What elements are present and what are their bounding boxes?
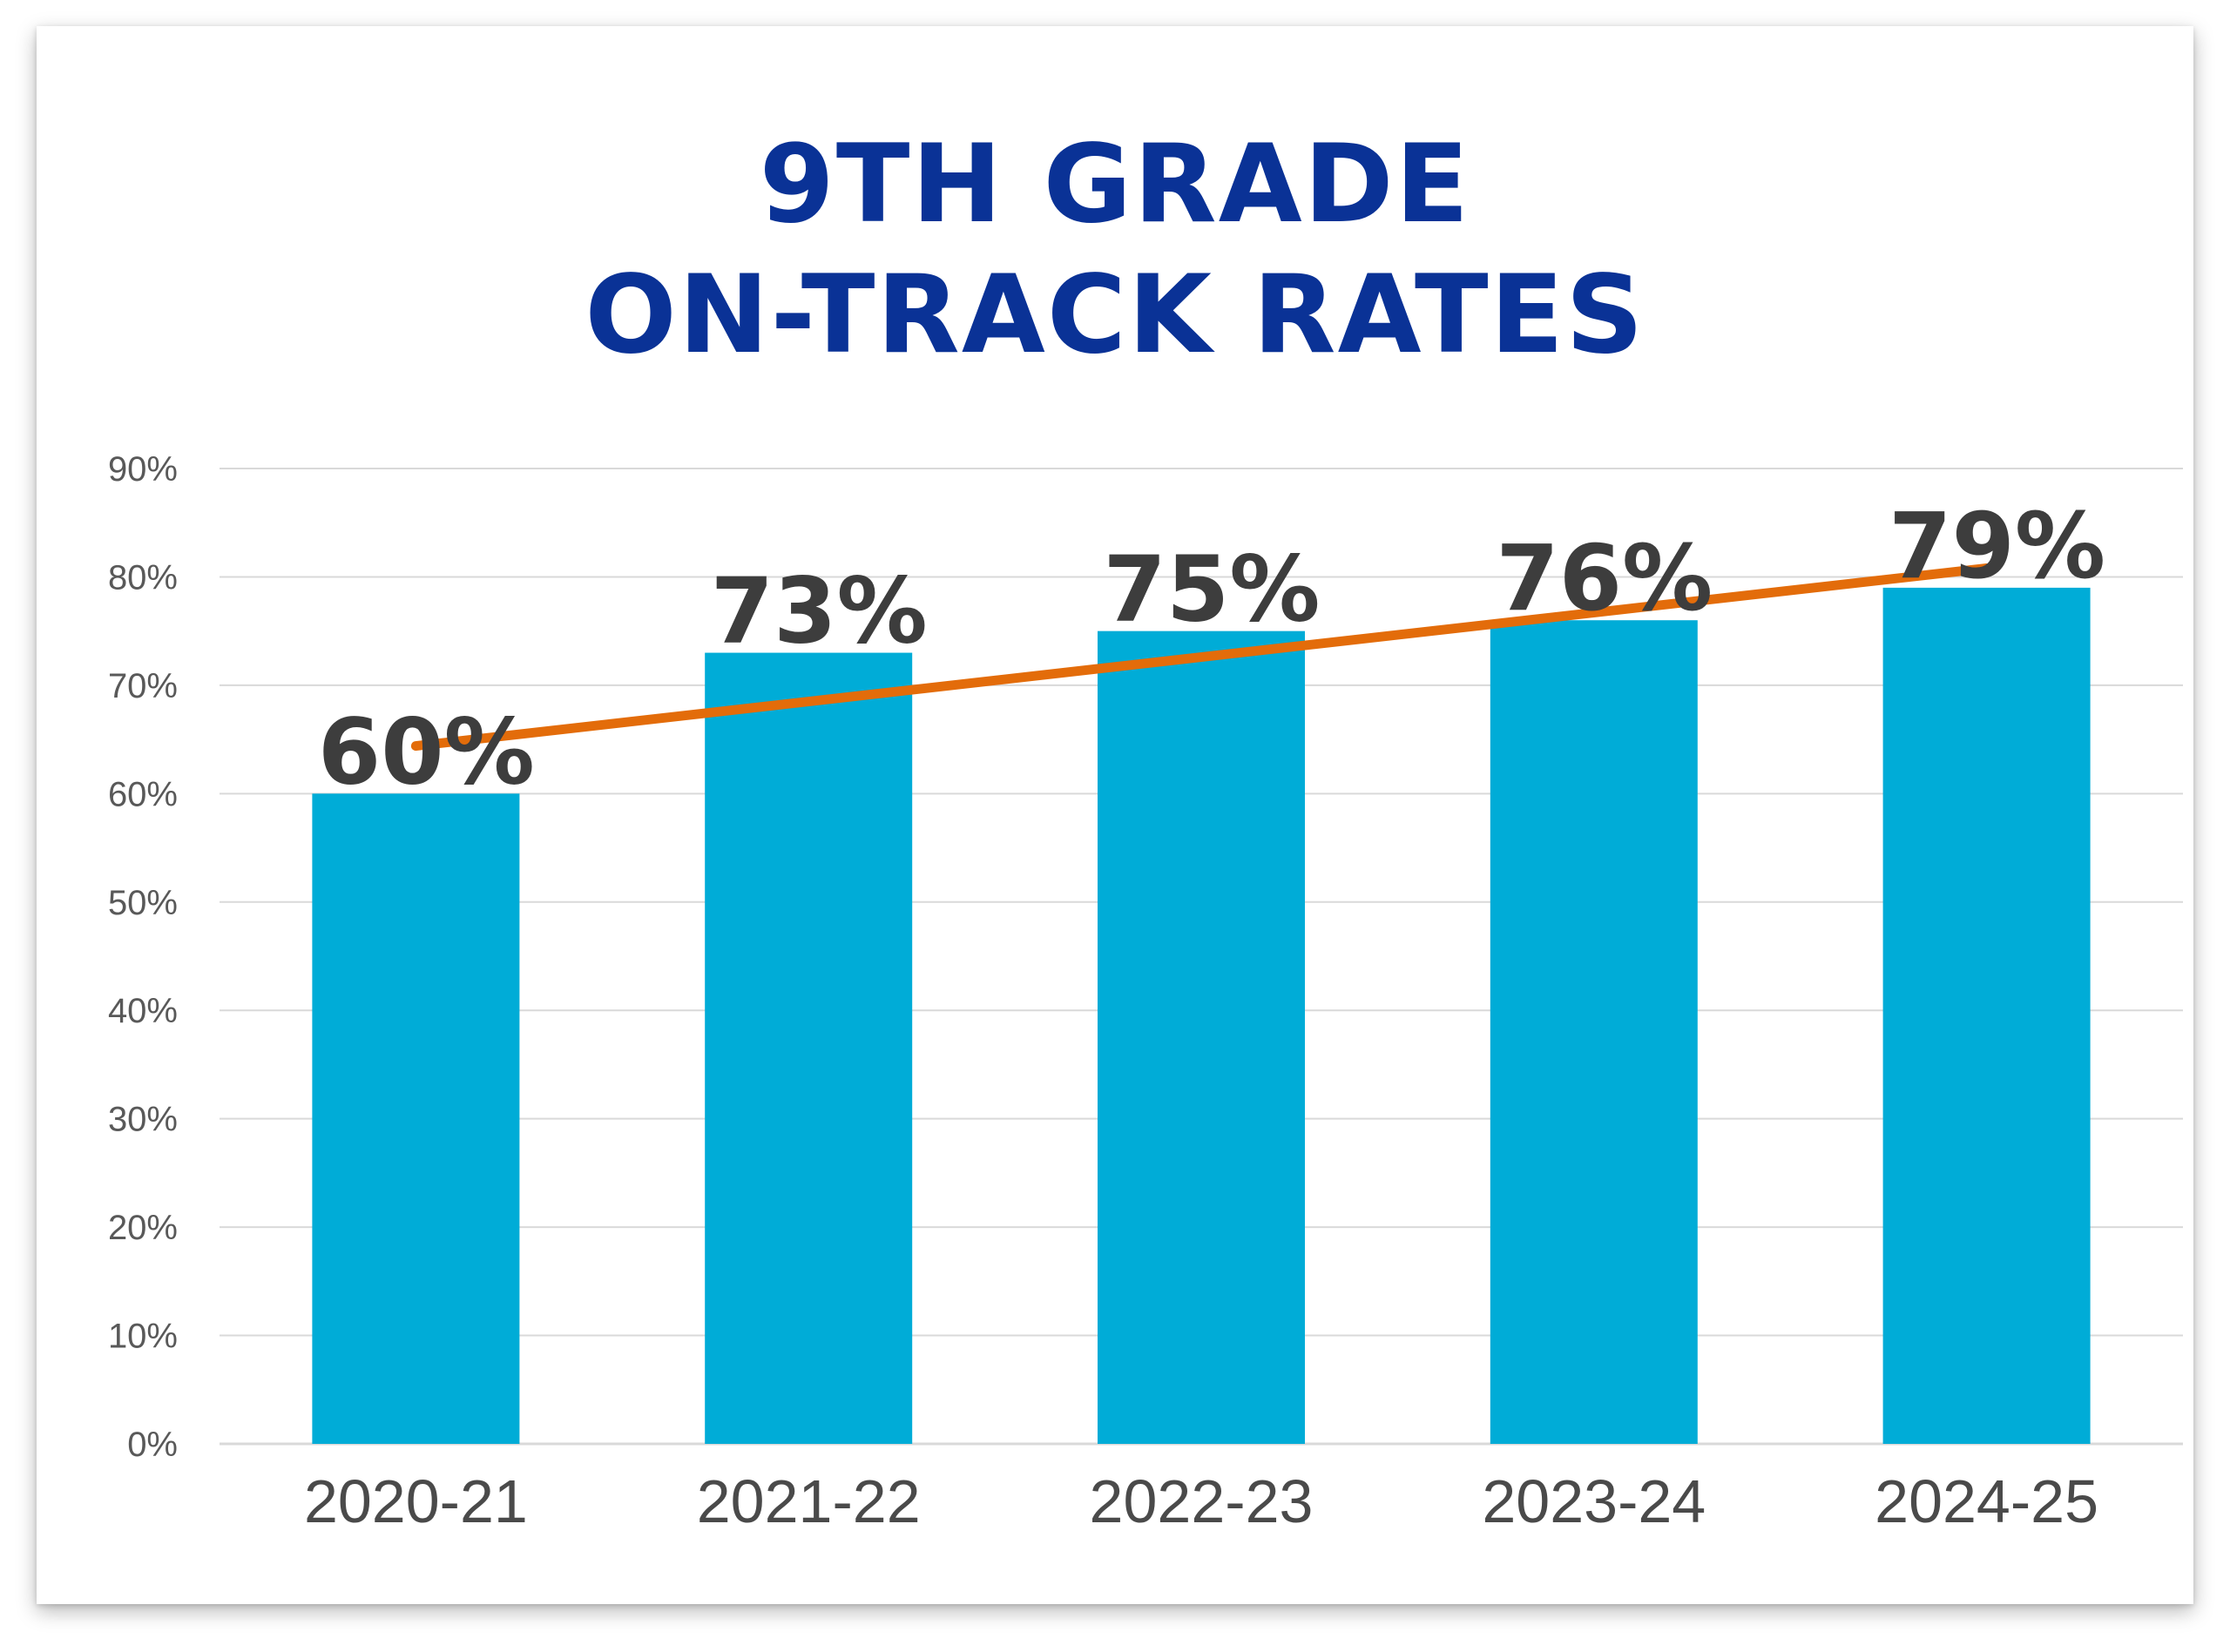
y-tick-label: 20%	[108, 1209, 178, 1247]
y-tick-label: 40%	[108, 992, 178, 1030]
x-tick-label: 2021-22	[697, 1467, 921, 1535]
data-label: 73%	[711, 558, 928, 664]
data-label: 76%	[1496, 525, 1713, 631]
bar	[705, 652, 913, 1444]
trendline	[410, 563, 1992, 752]
bar	[312, 793, 520, 1444]
y-tick-label: 50%	[108, 884, 178, 922]
y-tick-label: 10%	[108, 1318, 178, 1356]
y-tick-label: 30%	[108, 1101, 178, 1139]
x-tick-label: 2023-24	[1482, 1467, 1706, 1535]
bar	[1490, 620, 1698, 1444]
bar	[1098, 630, 1305, 1444]
y-tick-label: 90%	[108, 450, 178, 489]
y-tick-label: 70%	[108, 667, 178, 705]
data-label: 75%	[1104, 536, 1321, 643]
chart-title-line-2: ON-TRACK RATES	[585, 253, 1645, 378]
data-label: 60%	[318, 698, 535, 805]
y-tick-label: 60%	[108, 775, 178, 813]
x-tick-label: 2020-21	[304, 1467, 528, 1535]
y-tick-label: 0%	[127, 1426, 178, 1464]
chart-title-line-1: 9TH GRADE	[759, 122, 1471, 247]
y-tick-label: 80%	[108, 558, 178, 597]
bar	[1882, 587, 2091, 1444]
x-tick-label: 2024-25	[1875, 1467, 2098, 1535]
data-label: 79%	[1889, 493, 2105, 599]
x-tick-label: 2022-23	[1090, 1467, 1314, 1535]
